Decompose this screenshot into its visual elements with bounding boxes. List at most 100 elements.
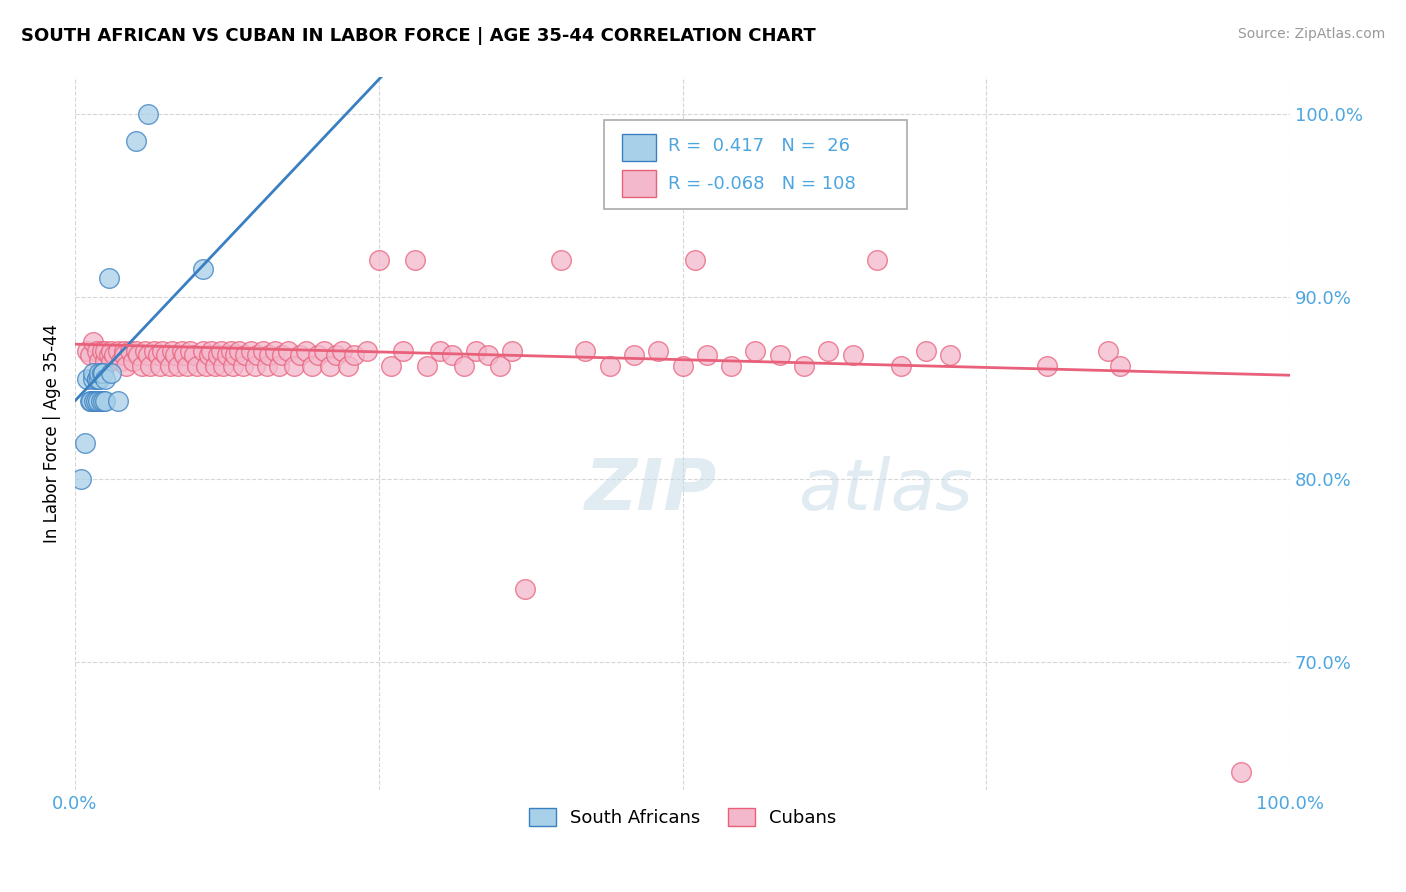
Point	[429, 344, 451, 359]
Point	[94, 393, 117, 408]
Point	[744, 344, 766, 359]
Point	[264, 344, 287, 359]
Point	[1230, 764, 1253, 779]
Point	[89, 372, 111, 386]
Point	[110, 353, 132, 368]
Point	[416, 359, 439, 373]
Point	[131, 359, 153, 373]
Point	[73, 435, 96, 450]
Point	[453, 359, 475, 373]
Point	[939, 348, 962, 362]
Point	[246, 348, 269, 362]
Point	[233, 348, 256, 362]
Point	[623, 348, 645, 362]
Point	[240, 344, 263, 359]
Point	[283, 359, 305, 373]
Point	[94, 344, 117, 359]
Point	[112, 348, 135, 362]
Point	[86, 372, 108, 386]
Point	[125, 134, 148, 148]
Point	[228, 344, 250, 359]
Point	[90, 367, 112, 381]
Point	[91, 367, 114, 381]
Point	[167, 359, 190, 373]
Point	[176, 359, 198, 373]
Point	[817, 344, 839, 359]
Point	[94, 372, 117, 386]
Point	[489, 359, 512, 373]
Point	[200, 344, 222, 359]
Point	[204, 359, 226, 373]
Point	[209, 344, 232, 359]
Point	[83, 393, 105, 408]
Point	[212, 359, 235, 373]
FancyBboxPatch shape	[603, 120, 907, 210]
Point	[179, 344, 201, 359]
Point	[139, 359, 162, 373]
Point	[86, 344, 108, 359]
Point	[103, 348, 125, 362]
Point	[696, 348, 718, 362]
Point	[89, 367, 111, 381]
Point	[440, 348, 463, 362]
Text: atlas: atlas	[799, 456, 973, 525]
Point	[207, 348, 229, 362]
Point	[1097, 344, 1119, 359]
Point	[125, 344, 148, 359]
Point	[314, 344, 336, 359]
Point	[94, 353, 117, 368]
Point	[477, 348, 499, 362]
Point	[243, 359, 266, 373]
Point	[86, 372, 108, 386]
Point	[98, 348, 121, 362]
Point	[82, 372, 104, 386]
Point	[84, 393, 107, 408]
Point	[191, 262, 214, 277]
Point	[793, 359, 815, 373]
Point	[186, 359, 208, 373]
Point	[100, 353, 122, 368]
Point	[330, 344, 353, 359]
Text: R = -0.068   N = 108: R = -0.068 N = 108	[668, 175, 856, 193]
Point	[295, 344, 318, 359]
Point	[841, 348, 863, 362]
Point	[319, 359, 342, 373]
Point	[191, 344, 214, 359]
Text: ZIP: ZIP	[585, 456, 717, 525]
Point	[76, 344, 98, 359]
Point	[127, 348, 149, 362]
Point	[270, 348, 292, 362]
Point	[367, 253, 389, 268]
Point	[1036, 359, 1059, 373]
Point	[197, 348, 219, 362]
Point	[115, 359, 138, 373]
Point	[647, 344, 669, 359]
Point	[404, 253, 426, 268]
Point	[671, 359, 693, 373]
Point	[277, 344, 299, 359]
Point	[107, 393, 129, 408]
Point	[160, 344, 183, 359]
Point	[89, 353, 111, 368]
Point	[219, 344, 242, 359]
Point	[252, 344, 274, 359]
Point	[82, 335, 104, 350]
Point	[146, 348, 169, 362]
Point	[170, 344, 193, 359]
Point	[720, 359, 742, 373]
Point	[163, 348, 186, 362]
Point	[91, 393, 114, 408]
Point	[356, 344, 378, 359]
Point	[288, 348, 311, 362]
Point	[301, 359, 323, 373]
Point	[183, 348, 205, 362]
Point	[100, 344, 122, 359]
Point	[465, 344, 488, 359]
Point	[599, 359, 621, 373]
Point	[501, 344, 523, 359]
Legend: South Africans, Cubans: South Africans, Cubans	[522, 800, 844, 834]
Point	[90, 344, 112, 359]
Point	[155, 348, 177, 362]
Point	[87, 393, 110, 408]
Point	[79, 393, 101, 408]
